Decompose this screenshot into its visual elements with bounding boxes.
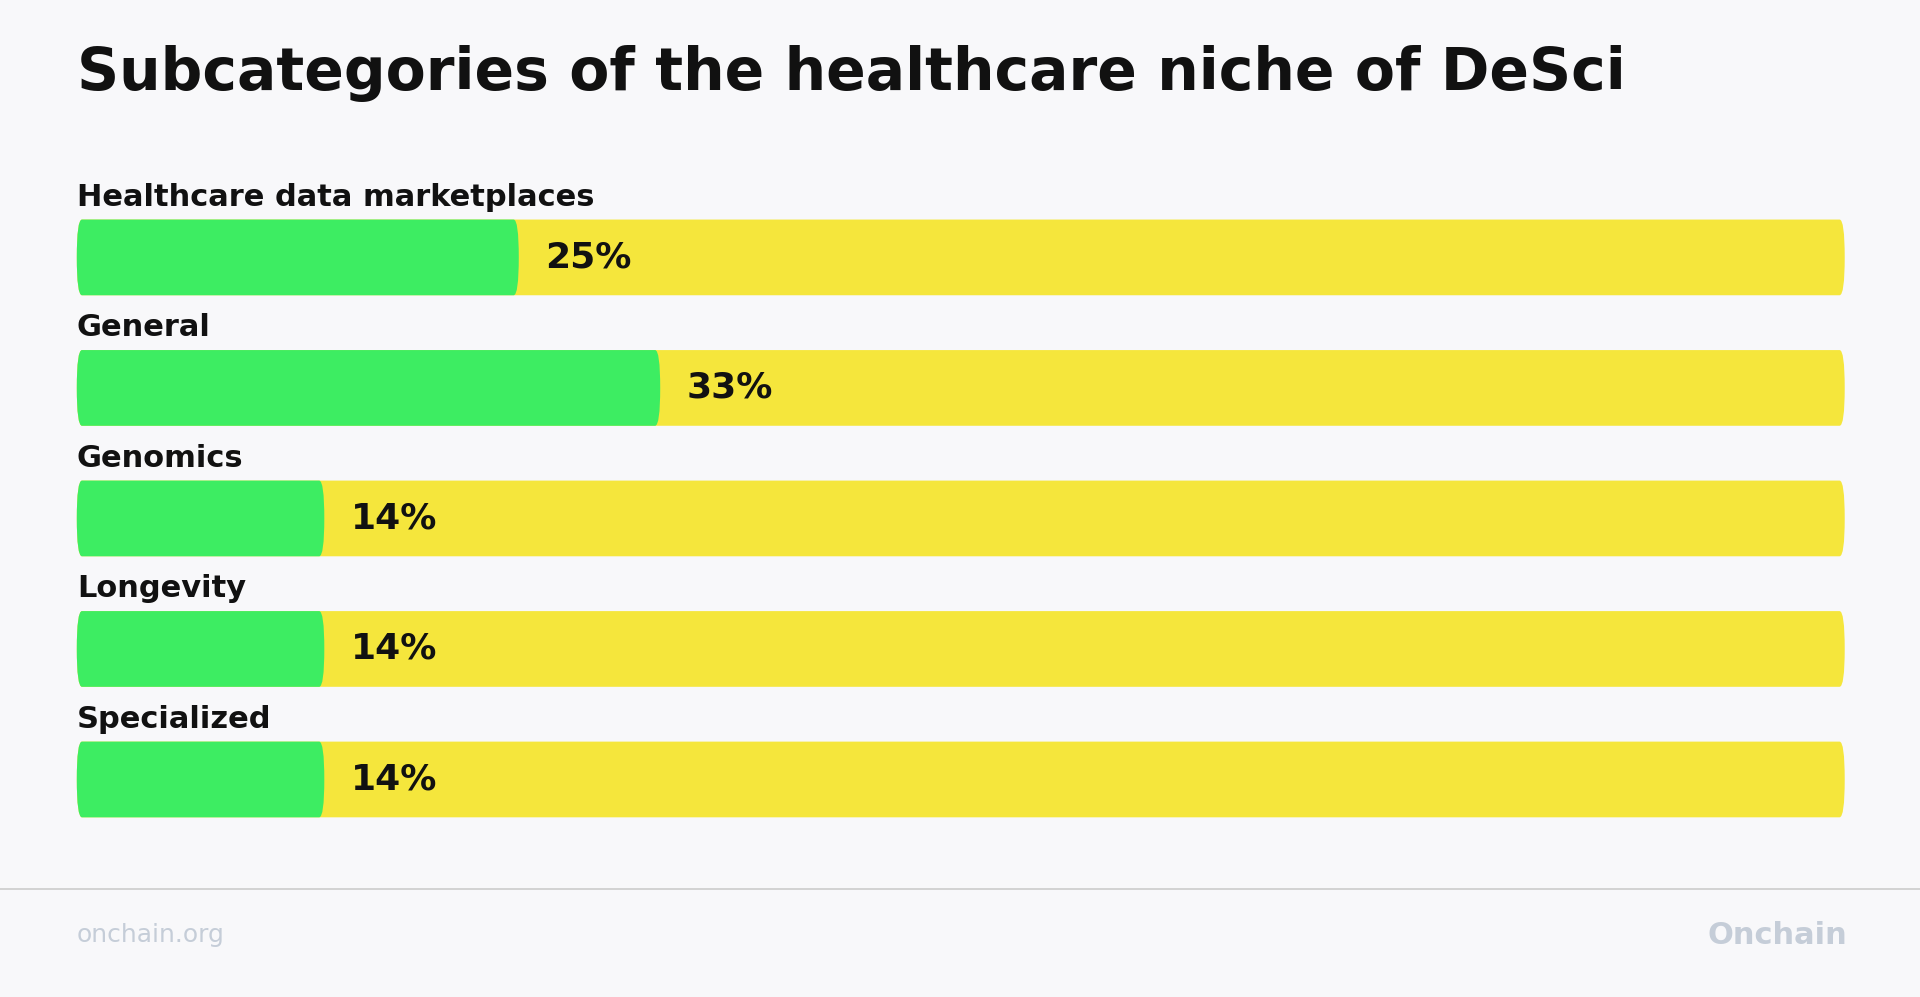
Text: 25%: 25% [545, 240, 632, 274]
FancyBboxPatch shape [77, 742, 324, 818]
FancyBboxPatch shape [77, 481, 1845, 556]
FancyBboxPatch shape [77, 350, 660, 426]
FancyBboxPatch shape [77, 219, 1845, 295]
Text: Genomics: Genomics [77, 444, 244, 473]
FancyBboxPatch shape [77, 611, 324, 687]
Text: Healthcare data marketplaces: Healthcare data marketplaces [77, 182, 595, 211]
FancyBboxPatch shape [77, 219, 518, 295]
Text: 33%: 33% [687, 371, 774, 405]
Text: onchain.org: onchain.org [77, 923, 225, 947]
Text: 14%: 14% [351, 501, 438, 535]
Text: Subcategories of the healthcare niche of DeSci: Subcategories of the healthcare niche of… [77, 45, 1626, 102]
Text: General: General [77, 313, 211, 342]
FancyBboxPatch shape [77, 742, 1845, 818]
Text: Longevity: Longevity [77, 574, 246, 603]
FancyBboxPatch shape [77, 350, 1845, 426]
Text: 14%: 14% [351, 632, 438, 666]
Text: Specialized: Specialized [77, 705, 271, 734]
FancyBboxPatch shape [77, 481, 324, 556]
Text: 14%: 14% [351, 763, 438, 797]
Text: Onchain: Onchain [1707, 920, 1847, 950]
FancyBboxPatch shape [77, 611, 1845, 687]
